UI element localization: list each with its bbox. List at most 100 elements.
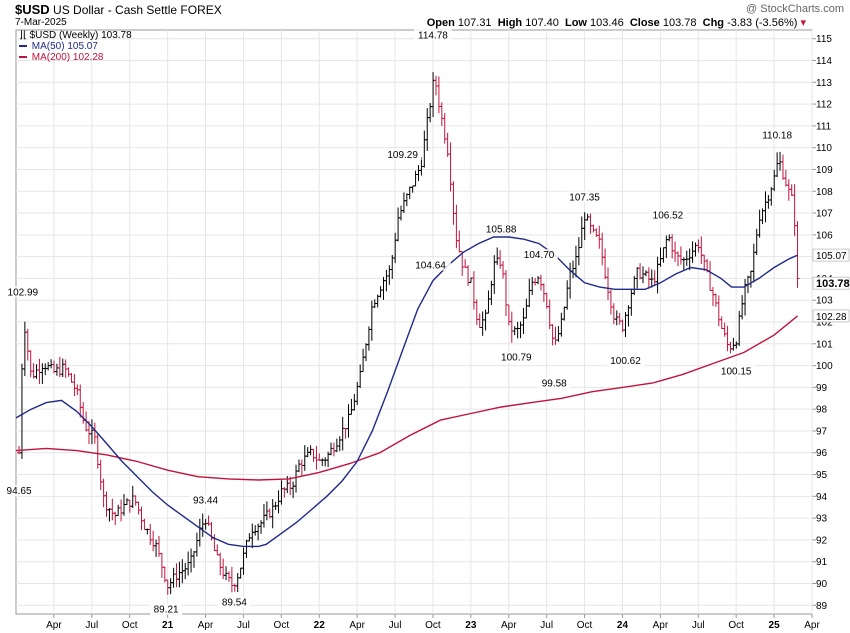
annotation-bg xyxy=(189,494,222,506)
y-tick-label: 92 xyxy=(816,535,828,546)
ohlc-readout: Open 107.31 High 107.40 Low 103.46 Close… xyxy=(427,16,806,29)
legend-price: ⌋⌊ $USD (Weekly) 103.78 xyxy=(19,30,132,41)
annotation-label: 106.52 xyxy=(653,211,684,222)
annotation-bg xyxy=(717,365,755,377)
annotation-bg xyxy=(414,29,452,41)
y-tick-label: 96 xyxy=(816,448,828,459)
annotation-label: 105.88 xyxy=(486,224,517,235)
x-tick-label: 25 xyxy=(769,620,781,631)
annotation-label: 109.29 xyxy=(387,150,418,161)
annotation-label: 93.44 xyxy=(193,496,218,507)
annotation-bg xyxy=(565,191,604,203)
y-tick-label: 94 xyxy=(816,492,828,503)
legend-ma200: MA(200) 102.28 xyxy=(19,52,104,63)
open-value: 107.31 xyxy=(457,17,492,29)
x-tick-label: 24 xyxy=(617,620,629,631)
ohlc-bar xyxy=(795,221,800,288)
annotation-bg xyxy=(520,249,558,261)
y-tick-label: 112 xyxy=(816,100,832,111)
grid: 8990919293949596979899100101102103104105… xyxy=(16,30,833,631)
y-tick-label: 99 xyxy=(816,383,828,394)
exchange: FOREX xyxy=(180,3,222,17)
y-tick-label: 95 xyxy=(816,470,828,481)
annotation-bg xyxy=(538,377,571,389)
symbol: $USD xyxy=(15,2,50,17)
x-tick-label: 22 xyxy=(314,620,326,631)
ma200-swatch xyxy=(19,56,27,59)
y-tick-label: 111 xyxy=(816,121,832,132)
chart-title: $USD US Dollar - Cash Settle FOREX xyxy=(15,2,222,17)
y-tick-label: 107 xyxy=(816,209,833,220)
down-arrow-icon: ▾ xyxy=(800,17,806,29)
x-tick-label: Oct xyxy=(577,620,593,631)
ma200-line xyxy=(15,315,799,481)
x-tick-label: 21 xyxy=(162,620,174,631)
y-tick-label: 91 xyxy=(816,557,828,568)
x-tick-label: Jul xyxy=(692,620,705,631)
chg-value: -3.83 (-3.56%) xyxy=(727,17,798,29)
ma50-line xyxy=(15,236,798,548)
annotation-label: 114.78 xyxy=(418,31,448,42)
x-tick-label: Apr xyxy=(198,620,214,631)
y-tick-label: 110 xyxy=(816,143,832,154)
x-tick-label: Jul xyxy=(389,620,402,631)
annotation-bg xyxy=(758,129,796,141)
close-value: 103.78 xyxy=(662,17,697,29)
annotation-label: 104.70 xyxy=(524,250,555,261)
ohlc-bars xyxy=(17,72,800,595)
instrument-name: US Dollar - Cash Settle xyxy=(53,3,178,17)
x-tick-label: Oct xyxy=(728,620,744,631)
ma50-swatch xyxy=(19,45,27,48)
annotation-bg xyxy=(4,286,42,298)
annotation-label: 100.62 xyxy=(610,356,641,367)
x-tick-label: Apr xyxy=(804,620,820,631)
y-tick-label: 102 xyxy=(816,318,833,329)
y-tick-label: 115 xyxy=(816,34,832,45)
legend-ma200-label: MA(200) 102.28 xyxy=(31,52,104,63)
x-tick-label: Apr xyxy=(501,620,517,631)
annotation-bg xyxy=(383,149,422,161)
x-tick-label: Oct xyxy=(425,620,441,631)
annotation-bg xyxy=(606,355,645,367)
chart-date: 7-Mar-2025 xyxy=(15,17,67,28)
low-value: 103.46 xyxy=(590,17,624,29)
y-tick-label: 103 xyxy=(816,296,833,307)
legend-ma50: MA(50) 105.07 xyxy=(19,41,98,52)
x-tick-label: 23 xyxy=(465,620,477,631)
value-label: 105.07 xyxy=(816,251,847,262)
annotation-label: 89.54 xyxy=(222,598,247,609)
y-tick-label: 106 xyxy=(816,230,833,241)
legend-ma50-label: MA(50) 105.07 xyxy=(31,41,98,52)
annotation-label: 100.79 xyxy=(501,352,532,363)
y-tick-label: 113 xyxy=(816,78,832,89)
annotation-bg xyxy=(218,596,251,608)
annotation-bg xyxy=(3,485,36,497)
y-tick-label: 114 xyxy=(816,56,832,67)
value-label: 103.78 xyxy=(816,278,850,290)
annotation-label: 104.64 xyxy=(415,260,446,271)
high-value: 107.40 xyxy=(525,17,559,29)
annotations: 102.99 94.65 89.21 93.44 89.54 109.29 104.64 11… xyxy=(3,29,796,616)
ohlc-bar-icon: ⌋⌊ xyxy=(19,30,27,41)
y-tick-label: 90 xyxy=(816,579,828,590)
y-tick-label: 89 xyxy=(816,601,828,612)
legend-price-label: $USD (Weekly) 103.78 xyxy=(29,30,132,41)
close-label: Close xyxy=(629,17,660,29)
chg-label: Chg xyxy=(702,17,725,29)
open-label: Open xyxy=(426,17,455,29)
x-tick-label: Jul xyxy=(237,620,250,631)
y-tick-label: 109 xyxy=(816,165,833,176)
y-tick-label: 98 xyxy=(816,405,828,416)
annotation-bg xyxy=(649,209,687,221)
x-tick-label: Oct xyxy=(122,620,138,631)
annotation-label: 100.15 xyxy=(721,366,752,377)
annotation-bg xyxy=(497,351,536,363)
value-label-box xyxy=(812,248,850,262)
y-tick-label: 108 xyxy=(816,187,833,198)
x-tick-label: Apr xyxy=(349,620,365,631)
annotation-label: 99.58 xyxy=(542,379,567,390)
annotation-label: 107.35 xyxy=(569,192,600,203)
right-value-labels: 105.07 103.78 102.28 xyxy=(812,248,850,323)
y-tick-label: 97 xyxy=(816,426,828,437)
